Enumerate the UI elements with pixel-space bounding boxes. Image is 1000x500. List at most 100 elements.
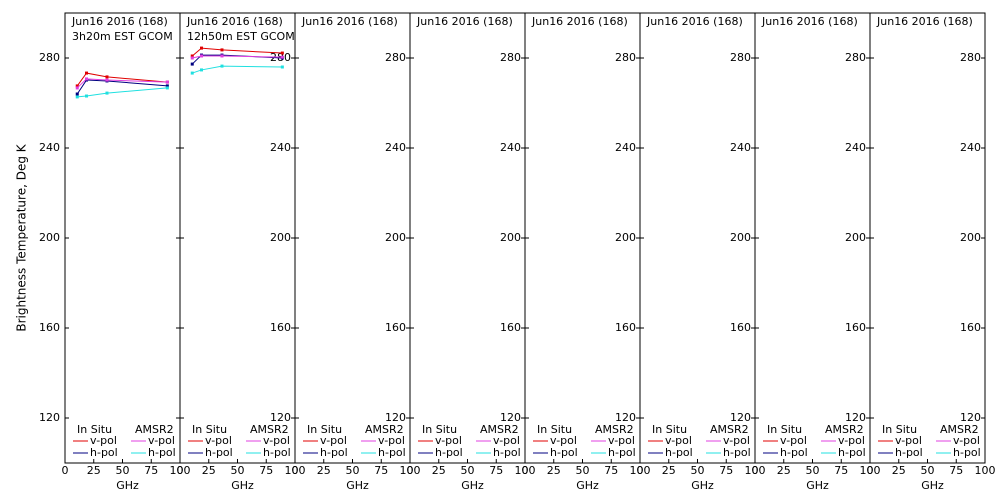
point-marker bbox=[75, 86, 79, 90]
point-marker bbox=[75, 92, 79, 96]
legend-label: v-pol bbox=[378, 434, 405, 447]
legend-group: AMSR2 bbox=[365, 423, 404, 436]
y-tick-label: 280 bbox=[845, 51, 866, 64]
y-tick-label: 200 bbox=[845, 231, 866, 244]
x-tick-label: 50 bbox=[346, 464, 360, 477]
x-tick-label: 100 bbox=[745, 464, 766, 477]
y-tick-label: 200 bbox=[385, 231, 406, 244]
legend-label: h-pol bbox=[205, 446, 233, 459]
y-tick-label: 160 bbox=[270, 321, 291, 334]
point-marker bbox=[200, 46, 204, 50]
legend-label: v-pol bbox=[723, 434, 750, 447]
y-tick-label: 120 bbox=[39, 411, 60, 424]
series-line bbox=[192, 55, 283, 59]
x-tick-label: 0 bbox=[752, 464, 759, 477]
panel-subtitle: 12h50m EST GCOM bbox=[187, 30, 295, 43]
legend-label: h-pol bbox=[953, 446, 981, 459]
legend-label: h-pol bbox=[838, 446, 866, 459]
x-axis-label: GHz bbox=[231, 479, 254, 492]
panel-title: Jun16 2016 (168) bbox=[71, 15, 168, 28]
series-line bbox=[77, 87, 168, 98]
x-axis-label: GHz bbox=[691, 479, 714, 492]
x-tick-label: 25 bbox=[662, 464, 676, 477]
series-line bbox=[191, 47, 283, 57]
x-tick-label: 0 bbox=[637, 464, 644, 477]
legend-label: v-pol bbox=[953, 434, 980, 447]
series-line bbox=[76, 79, 168, 95]
y-tick-label: 280 bbox=[730, 51, 751, 64]
x-tick-label: 75 bbox=[489, 464, 503, 477]
x-tick-label: 0 bbox=[62, 464, 69, 477]
x-tick-label: 25 bbox=[317, 464, 331, 477]
point-marker bbox=[165, 86, 169, 90]
y-tick-label: 160 bbox=[39, 321, 60, 334]
x-tick-label: 100 bbox=[975, 464, 996, 477]
legend-label: h-pol bbox=[550, 446, 578, 459]
legend-group: AMSR2 bbox=[250, 423, 289, 436]
panel-title: Jun16 2016 (168) bbox=[531, 15, 628, 28]
x-tick-label: 25 bbox=[87, 464, 101, 477]
x-tick-label: 25 bbox=[777, 464, 791, 477]
legend-label: v-pol bbox=[148, 434, 175, 447]
x-tick-label: 75 bbox=[719, 464, 733, 477]
legend-group: AMSR2 bbox=[825, 423, 864, 436]
y-tick-label: 240 bbox=[500, 141, 521, 154]
x-tick-label: 100 bbox=[630, 464, 651, 477]
point-marker bbox=[165, 84, 169, 88]
point-marker bbox=[280, 65, 284, 69]
x-tick-label: 50 bbox=[806, 464, 820, 477]
legend-label: h-pol bbox=[493, 446, 521, 459]
x-tick-label: 75 bbox=[144, 464, 158, 477]
x-tick-label: 75 bbox=[259, 464, 273, 477]
series-line bbox=[192, 65, 283, 74]
x-tick-label: 50 bbox=[461, 464, 475, 477]
x-tick-label: 100 bbox=[400, 464, 421, 477]
legend-group: In Situ bbox=[77, 423, 112, 436]
y-axis-label: Brightness Temperature, Deg K bbox=[15, 143, 29, 331]
point-marker bbox=[105, 78, 109, 82]
panel-title: Jun16 2016 (168) bbox=[186, 15, 283, 28]
x-tick-label: 75 bbox=[374, 464, 388, 477]
point-marker bbox=[190, 71, 194, 75]
y-tick-label: 280 bbox=[615, 51, 636, 64]
point-marker bbox=[220, 64, 224, 68]
y-tick-label: 240 bbox=[270, 141, 291, 154]
y-tick-label: 160 bbox=[615, 321, 636, 334]
legend-label: h-pol bbox=[148, 446, 176, 459]
point-marker bbox=[85, 71, 89, 75]
legend-group: AMSR2 bbox=[940, 423, 979, 436]
x-tick-label: 100 bbox=[170, 464, 191, 477]
legend-label: h-pol bbox=[435, 446, 463, 459]
x-tick-label: 25 bbox=[892, 464, 906, 477]
y-tick-label: 200 bbox=[39, 231, 60, 244]
point-marker bbox=[190, 56, 194, 60]
panel-subtitle: 3h20m EST GCOM bbox=[72, 30, 173, 43]
y-tick-label: 280 bbox=[385, 51, 406, 64]
point-marker bbox=[165, 80, 169, 84]
y-tick-label: 240 bbox=[845, 141, 866, 154]
y-tick-label: 200 bbox=[615, 231, 636, 244]
legend-label: h-pol bbox=[723, 446, 751, 459]
y-tick-label: 240 bbox=[615, 141, 636, 154]
y-tick-label: 160 bbox=[385, 321, 406, 334]
legend-label: v-pol bbox=[895, 434, 922, 447]
y-tick-label: 160 bbox=[960, 321, 981, 334]
y-tick-label: 160 bbox=[845, 321, 866, 334]
point-marker bbox=[105, 75, 109, 79]
legend-label: v-pol bbox=[263, 434, 290, 447]
x-tick-label: 50 bbox=[691, 464, 705, 477]
y-tick-label: 240 bbox=[385, 141, 406, 154]
point-marker bbox=[200, 68, 204, 72]
series-line bbox=[76, 78, 168, 89]
y-tick-label: 200 bbox=[730, 231, 751, 244]
legend-label: h-pol bbox=[665, 446, 693, 459]
y-tick-label: 120 bbox=[730, 411, 751, 424]
series-line bbox=[76, 72, 168, 87]
point-marker bbox=[105, 91, 109, 95]
y-tick-label: 120 bbox=[500, 411, 521, 424]
y-tick-label: 280 bbox=[500, 51, 521, 64]
x-axis-label: GHz bbox=[116, 479, 139, 492]
x-axis-label: GHz bbox=[921, 479, 944, 492]
legend-label: h-pol bbox=[780, 446, 808, 459]
